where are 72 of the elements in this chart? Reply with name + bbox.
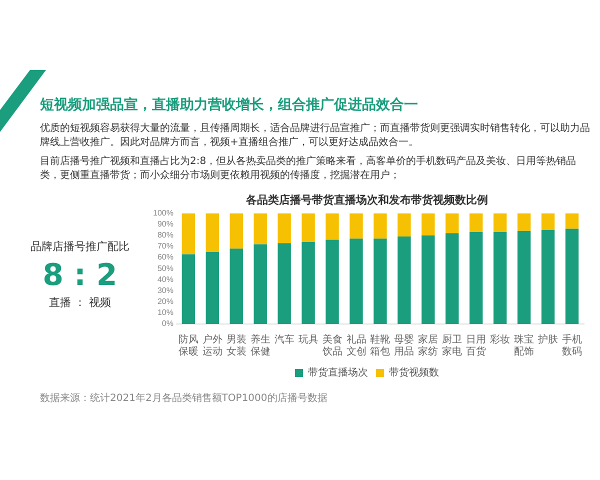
- y-tick-label: 60%: [157, 252, 174, 262]
- text: 8 : 2: [42, 258, 118, 294]
- bar: [374, 238, 387, 324]
- text: 直播 ： 视频: [48, 296, 112, 310]
- bar: [374, 213, 387, 239]
- x-tick-label: 户外运动: [202, 334, 222, 358]
- y-tick-label: 0%: [162, 319, 174, 328]
- x-tick-label: 美食饮品: [321, 334, 342, 358]
- y-tick-label: 70%: [157, 242, 174, 251]
- x-tick-label: 玩具: [298, 334, 318, 346]
- bar: [446, 233, 459, 324]
- bar: [470, 213, 483, 232]
- bar: [446, 213, 459, 234]
- source-note: 数据来源：统计2021年2月各品类销售额TOP1000的店播号数据: [40, 392, 328, 406]
- text: 优质的短视频容易获得大量的流量，且传播周期长，适合品牌进行品宣推广；而直播带货则更强调实时销售转化，可以助力品牌线上营收推广。因此对品牌方而言，视频+直播组合推广，可以更好达成品效合一。: [40, 122, 590, 150]
- y-tick-label: 90%: [157, 219, 174, 228]
- bar: [398, 213, 411, 236]
- bar: [326, 240, 339, 324]
- x-tick-label: 汽车: [274, 334, 294, 346]
- chart-title: 短视频加强品宣，直播助力营收增长，组合推广促进品效合一: [40, 96, 418, 114]
- x-tick-label: 彩妆: [490, 334, 510, 346]
- bar: [494, 213, 507, 232]
- text: 目前店播号推广视频和直播占比为2:8，但从各热卖品类的推广策略来看，高客单价的手机数码产品及美妆、日用等热销品类，更侧重直播带货；而小众细分市场则更依赖用视频的传播度，挖掘潜在用户；: [40, 155, 578, 183]
- x-tick-label: 养生保健: [250, 334, 270, 358]
- bar: [494, 232, 507, 324]
- x-tick-label: 家居家纺: [418, 334, 438, 358]
- x-tick-label: 母婴用品: [394, 334, 414, 358]
- x-tick-label: 礼品文创: [346, 334, 366, 358]
- x-tick-label: 男装女装: [226, 334, 246, 358]
- y-tick-label: 50%: [157, 264, 174, 273]
- x-tick-label: 防风保暖: [178, 334, 198, 358]
- bar: [302, 242, 315, 324]
- bar: [254, 213, 267, 244]
- bar: [565, 213, 579, 229]
- x-tick-label: 珠宝配饰: [514, 334, 534, 358]
- y-tick-label: 100%: [152, 208, 174, 218]
- bar: [206, 213, 220, 252]
- bar: [230, 213, 243, 249]
- bar: [326, 213, 339, 240]
- bar: [398, 236, 411, 324]
- bar: [422, 213, 435, 236]
- bar: [278, 243, 291, 324]
- chart-subtitle: 各品类店播号带货直播场次和发布带货视频数比例: [245, 193, 488, 206]
- y-tick-label: 20%: [157, 297, 174, 306]
- x-tick-label: 鞋靴箱包: [370, 334, 390, 358]
- legend-label: 带货直播场次: [308, 366, 368, 379]
- bar: [422, 235, 435, 324]
- x-tick-label: 护肤: [537, 334, 558, 346]
- y-tick-label: 30%: [157, 286, 174, 295]
- bar: [541, 213, 555, 230]
- y-tick-label: 40%: [157, 274, 174, 284]
- x-tick-label: 日用百货: [466, 334, 486, 358]
- bar: [350, 213, 363, 239]
- bar: [541, 230, 555, 324]
- bar: [206, 252, 220, 324]
- bar: [230, 248, 243, 324]
- bar: [565, 228, 579, 324]
- y-tick-label: 80%: [157, 230, 174, 240]
- bar: [182, 254, 196, 324]
- legend-label: 带货视频数: [389, 366, 439, 379]
- bar: [302, 213, 315, 242]
- bar: [254, 244, 267, 324]
- bar: [470, 232, 483, 324]
- bar: [350, 238, 363, 324]
- bar: [517, 230, 531, 324]
- bar: [182, 213, 196, 254]
- x-tick-label: 手机数码: [562, 334, 582, 358]
- y-tick-label: 10%: [157, 308, 174, 318]
- x-tick-label: 厨卫家电: [442, 334, 462, 358]
- text: 品牌店播号推广配比: [30, 240, 130, 254]
- bar: [278, 213, 291, 244]
- bar: [517, 213, 531, 231]
